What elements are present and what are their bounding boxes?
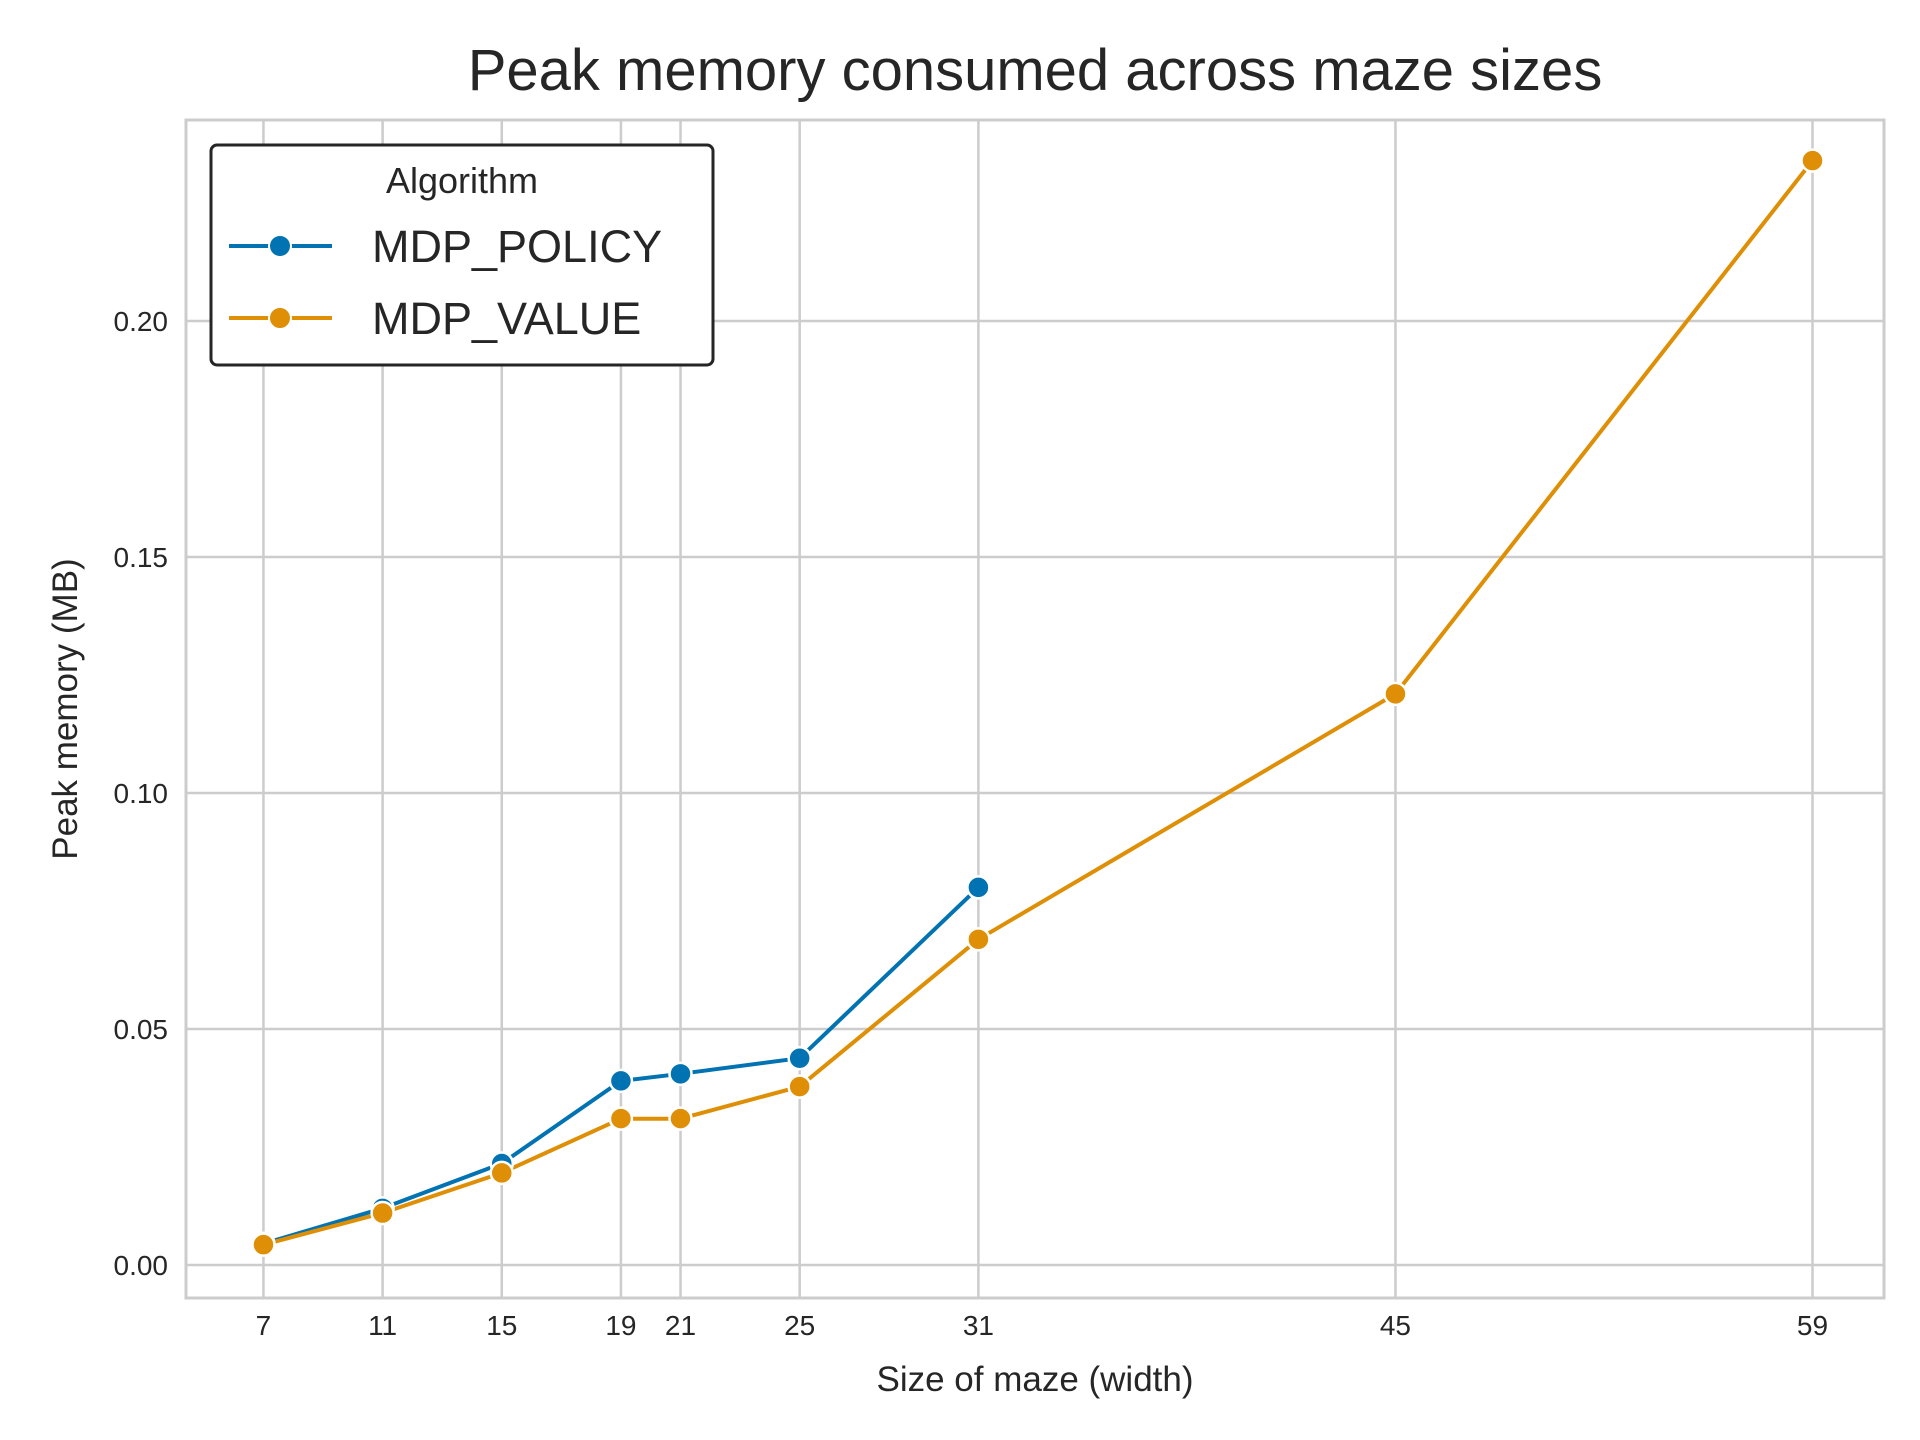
x-tick-label: 45 (1380, 1310, 1411, 1341)
series-layer (251, 148, 1825, 1257)
y-tick-label: 0.20 (114, 306, 169, 337)
legend-marker-mdp-value (268, 306, 292, 330)
tick-labels: 7 11 15 19 21 25 31 45 59 0.00 0.05 0.10 0.15 0.20 (114, 306, 1829, 1341)
x-tick-label: 25 (784, 1310, 815, 1341)
legend-item-mdp-policy: MDP_POLICY (229, 221, 662, 272)
y-tick-label: 0.15 (114, 542, 169, 573)
y-tick-label: 0.00 (114, 1250, 169, 1281)
data-point-mdp-value (370, 1200, 395, 1226)
data-point-mdp-policy (608, 1068, 634, 1094)
chart-title: Peak memory consumed across maze sizes (468, 38, 1603, 103)
x-axis-label: Size of maze (width) (876, 1360, 1193, 1399)
x-tick-label: 7 (256, 1310, 272, 1341)
legend-label-mdp-value: MDP_VALUE (372, 293, 641, 344)
legend-label-mdp-policy: MDP_POLICY (372, 221, 662, 272)
x-tick-label: 11 (368, 1310, 397, 1341)
data-point-mdp-value (251, 1232, 276, 1257)
legend-box (209, 143, 715, 367)
y-axis-label: Peak memory (MB) (46, 558, 85, 859)
data-point-mdp-value (787, 1074, 812, 1099)
data-point-mdp-value (668, 1106, 693, 1131)
x-tick-label: 59 (1797, 1310, 1828, 1341)
data-point-mdp-value (966, 927, 991, 952)
x-tick-label: 19 (605, 1310, 636, 1341)
data-point-mdp-value (608, 1106, 634, 1131)
legend-item-mdp-value: MDP_VALUE (229, 293, 641, 344)
data-point-mdp-policy (966, 875, 991, 900)
plot-frame (184, 118, 1886, 1300)
data-point-mdp-value (489, 1160, 515, 1186)
legend-title: Algorithm (386, 160, 538, 201)
data-point-mdp-value (1383, 681, 1408, 707)
x-tick-label: 21 (665, 1310, 696, 1341)
data-point-mdp-policy (668, 1061, 693, 1087)
x-tick-label: 31 (963, 1310, 994, 1341)
legend-marker-mdp-policy (268, 234, 292, 258)
y-tick-label: 0.05 (114, 1014, 169, 1045)
x-tick-label: 15 (486, 1310, 517, 1341)
y-tick-label: 0.10 (114, 778, 169, 809)
data-point-mdp-policy (787, 1045, 812, 1071)
data-point-mdp-value (1800, 148, 1825, 173)
legend: Algorithm MDP_POLICY MDP_VALUE (209, 143, 715, 367)
